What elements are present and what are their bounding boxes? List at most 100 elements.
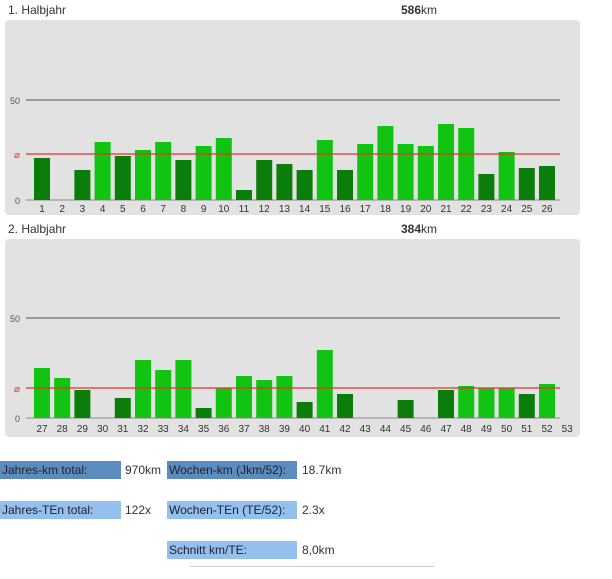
x-tick-label: 20 (420, 204, 432, 215)
x-tick-label: 45 (400, 424, 412, 435)
bar-week-3 (74, 170, 91, 200)
bar-week-19 (397, 144, 414, 200)
bar-week-45 (397, 400, 414, 418)
bar-week-6 (135, 150, 151, 200)
bar-week-39 (276, 376, 293, 418)
x-tick-label: 6 (140, 204, 146, 215)
bar-week-35 (195, 408, 212, 418)
chart2-total-value: 384 (401, 222, 422, 236)
x-tick-label: 51 (521, 424, 533, 435)
x-tick-label: 27 (36, 424, 48, 435)
x-tick-label: 18 (380, 204, 392, 215)
x-tick-label: 26 (541, 204, 553, 215)
bar-week-4 (94, 142, 111, 200)
x-tick-label: 39 (279, 424, 291, 435)
x-tick-label: 33 (158, 424, 170, 435)
x-tick-label: 15 (319, 204, 331, 215)
x-tick-label: 9 (201, 204, 207, 215)
bar-week-22 (458, 128, 475, 200)
chart1-total-unit: km (421, 3, 438, 17)
bar-week-12 (256, 160, 273, 200)
chart2-total: 384km (401, 222, 437, 236)
y-tick-label: 50 (10, 314, 20, 324)
x-tick-label: 42 (339, 424, 351, 435)
bar-week-5 (114, 156, 131, 200)
bar-week-28 (54, 378, 71, 418)
wochen-ten-label: Wochen-TEn (TE/52): (167, 501, 297, 519)
bar-week-41 (316, 350, 333, 418)
x-tick-label: 48 (461, 424, 473, 435)
bar-week-27 (34, 368, 50, 418)
schnitt-label: Schnitt km/TE: (167, 541, 297, 559)
chart2-svg: 0 50 27 28 29 30 31 32 33 34 35 36 37 38 39 40 41 42 43 44 4… (10, 314, 574, 435)
x-tick-label: 3 (80, 204, 86, 215)
x-tick-label: 31 (117, 424, 129, 435)
bar-week-34 (175, 360, 192, 418)
x-tick-label: 53 (562, 424, 574, 435)
x-tick-label: 14 (299, 204, 311, 215)
bottom-divider (190, 566, 434, 567)
x-tick-label: 44 (380, 424, 392, 435)
bar-week-18 (377, 126, 394, 200)
bar-week-26 (539, 166, 555, 200)
bar-week-15 (316, 140, 333, 200)
bar-week-42 (337, 394, 353, 418)
x-tick-label: 4 (100, 204, 106, 215)
x-tick-label: 10 (218, 204, 230, 215)
chart2-total-unit: km (421, 222, 438, 236)
x-tick-label: 30 (97, 424, 109, 435)
bar-week-33 (155, 370, 172, 418)
x-tick-label: 12 (259, 204, 271, 215)
bar-week-13 (276, 164, 293, 200)
bar-week-32 (135, 360, 151, 418)
x-tick-label: 17 (360, 204, 372, 215)
chart1-panel: 0 50 1 2 3 4 5 6 7 8 9 10 11 12 13 14 15 16 17 18 19 20 21 22 23… (5, 20, 580, 215)
average-label: ⌀ (14, 384, 20, 395)
bar-week-47 (438, 390, 454, 418)
bar-week-20 (417, 146, 434, 200)
y-tick-label: 0 (15, 414, 20, 424)
chart1-title: 1. Halbjahr (8, 3, 67, 17)
x-tick-label: 22 (461, 204, 473, 215)
bar-week-11 (236, 190, 252, 200)
bar-week-36 (215, 388, 232, 418)
x-tick-label: 2 (59, 204, 65, 215)
x-tick-label: 1 (39, 204, 45, 215)
bar-week-38 (256, 380, 273, 418)
y-tick-label: 0 (15, 196, 20, 206)
bar-week-1 (34, 158, 50, 200)
x-tick-label: 13 (279, 204, 291, 215)
bar-week-10 (215, 138, 232, 200)
x-tick-label: 47 (440, 424, 452, 435)
x-tick-label: 7 (160, 204, 166, 215)
jahres-km-label: Jahres-km total: (0, 461, 121, 479)
bar-week-31 (114, 398, 131, 418)
bar-week-23 (478, 174, 495, 200)
bar-week-29 (74, 390, 91, 418)
x-tick-label: 50 (501, 424, 513, 435)
chart2-title: 2. Halbjahr (8, 222, 67, 236)
bar-week-52 (539, 384, 555, 418)
x-tick-label: 23 (481, 204, 493, 215)
chart1-total-value: 586 (401, 3, 422, 17)
x-tick-label: 43 (360, 424, 372, 435)
jahres-km-value: 970km (125, 463, 162, 477)
x-tick-label: 40 (299, 424, 311, 435)
bar-week-7 (155, 142, 172, 200)
x-tick-label: 46 (420, 424, 432, 435)
x-tick-label: 36 (218, 424, 230, 435)
schnitt-value: 8,0km (302, 543, 335, 557)
x-tick-label: 38 (259, 424, 271, 435)
x-tick-label: 34 (178, 424, 190, 435)
chart1-total: 586km (401, 3, 437, 17)
bar-week-25 (518, 168, 535, 200)
bar-week-48 (458, 386, 475, 418)
chart2-panel: 0 50 27 28 29 30 31 32 33 34 35 36 37 38 39 40 41 42 43 44 4… (5, 239, 580, 437)
bar-week-14 (296, 170, 313, 200)
bar-week-9 (195, 146, 212, 200)
bar-week-49 (478, 388, 495, 418)
bar-week-37 (236, 376, 252, 418)
x-tick-label: 11 (239, 204, 250, 215)
bar-week-8 (175, 160, 192, 200)
